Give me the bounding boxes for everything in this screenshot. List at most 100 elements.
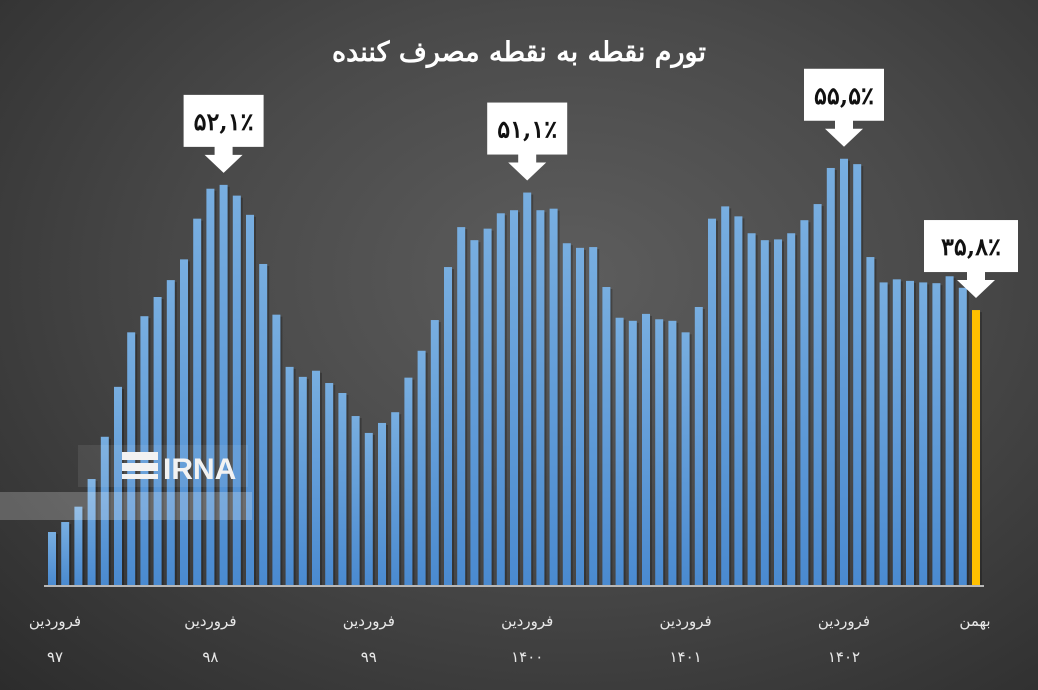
bar xyxy=(840,158,848,585)
bar xyxy=(813,204,822,585)
bar xyxy=(945,276,954,585)
bar xyxy=(457,227,466,585)
bar xyxy=(853,164,862,586)
x-tick-year: ۹۸ xyxy=(202,648,218,666)
bar xyxy=(589,247,598,585)
bar xyxy=(444,267,452,585)
x-tick-year: ۱۴۰۱ xyxy=(669,648,701,666)
bar xyxy=(787,233,796,586)
bar xyxy=(774,239,782,585)
x-tick-year: ۱۴۰۰ xyxy=(511,648,543,666)
callout-box xyxy=(804,68,884,121)
bar xyxy=(826,167,835,585)
bar xyxy=(391,412,400,585)
bar xyxy=(272,314,281,585)
bar xyxy=(496,213,505,585)
callout-box xyxy=(924,220,1018,273)
callout-box xyxy=(487,102,568,155)
x-tick-month: فروردین xyxy=(343,612,395,630)
bar xyxy=(681,332,690,585)
bar xyxy=(114,386,122,585)
bar-highlight xyxy=(972,310,980,585)
x-tick-month: فروردین xyxy=(818,612,870,630)
bar xyxy=(180,259,188,585)
bar xyxy=(483,228,492,585)
bar xyxy=(906,280,914,585)
x-tick-month: فروردین xyxy=(501,612,553,630)
bar xyxy=(298,376,307,585)
bar xyxy=(193,218,202,585)
callout-value: ۳۵,۸٪ xyxy=(941,232,1001,261)
bar xyxy=(325,383,334,585)
bar xyxy=(523,192,532,585)
bar xyxy=(549,208,558,585)
bar xyxy=(615,317,624,585)
bar xyxy=(576,247,584,585)
bar xyxy=(536,210,545,585)
bar xyxy=(404,377,413,585)
bar xyxy=(140,316,149,585)
bar xyxy=(48,532,56,585)
callout-box xyxy=(183,94,264,147)
bar xyxy=(166,280,175,585)
value-callout: ۵۱,۱٪ xyxy=(487,102,568,181)
value-callout: ۵۵,۵٪ xyxy=(804,68,884,147)
value-callout: ۳۵,۸٪ xyxy=(924,220,1018,299)
bar xyxy=(708,218,716,585)
x-tick-month: فروردین xyxy=(29,612,81,630)
bar xyxy=(800,220,809,585)
callout-value: ۵۱,۱٪ xyxy=(497,115,557,144)
bar xyxy=(642,313,650,585)
callout-value: ۵۵,۵٪ xyxy=(814,81,874,110)
bar xyxy=(219,184,228,585)
x-tick-month: فروردین xyxy=(659,612,711,630)
callout-value: ۵۲,۱٪ xyxy=(194,107,254,136)
chart-title: تورم نقطه به نقطه مصرف کننده xyxy=(332,37,707,69)
arrow-down-icon xyxy=(508,153,547,181)
bar xyxy=(932,283,941,585)
bar xyxy=(430,320,439,585)
bar xyxy=(721,206,730,585)
x-tick-month: بهمن xyxy=(959,612,990,630)
bar xyxy=(562,243,571,586)
bar xyxy=(958,287,967,585)
x-tick-year: ۹۹ xyxy=(361,648,377,666)
bar xyxy=(734,216,743,586)
bar xyxy=(232,195,241,585)
bar xyxy=(694,306,703,585)
bar xyxy=(879,282,888,585)
bar xyxy=(470,240,479,585)
bar xyxy=(378,422,386,585)
bar xyxy=(312,370,320,585)
bar xyxy=(655,319,664,585)
irna-watermark: IRNA xyxy=(0,445,252,520)
x-tick-year: ۹۷ xyxy=(47,648,63,666)
bar xyxy=(892,279,901,585)
bar xyxy=(747,233,756,586)
bar xyxy=(87,479,96,585)
bar xyxy=(919,282,928,585)
arrow-down-icon xyxy=(957,271,995,299)
bar xyxy=(351,416,360,585)
x-tick-year: ۱۴۰۲ xyxy=(828,648,860,666)
x-tick-month: فروردین xyxy=(184,612,236,630)
arrow-down-icon xyxy=(204,145,243,173)
bar xyxy=(866,257,875,585)
bar xyxy=(153,297,162,585)
bar xyxy=(206,188,215,585)
bar xyxy=(259,263,268,585)
bar xyxy=(61,522,70,585)
bar xyxy=(285,366,294,585)
bar xyxy=(338,393,347,585)
arrow-down-icon xyxy=(825,119,863,147)
watermark-logo-text: IRNA xyxy=(163,453,236,486)
bar xyxy=(417,350,426,585)
bar xyxy=(602,287,611,585)
bar xyxy=(760,240,769,585)
bar xyxy=(628,320,637,585)
bar xyxy=(100,436,109,585)
bar xyxy=(364,432,373,585)
bar xyxy=(74,506,83,585)
